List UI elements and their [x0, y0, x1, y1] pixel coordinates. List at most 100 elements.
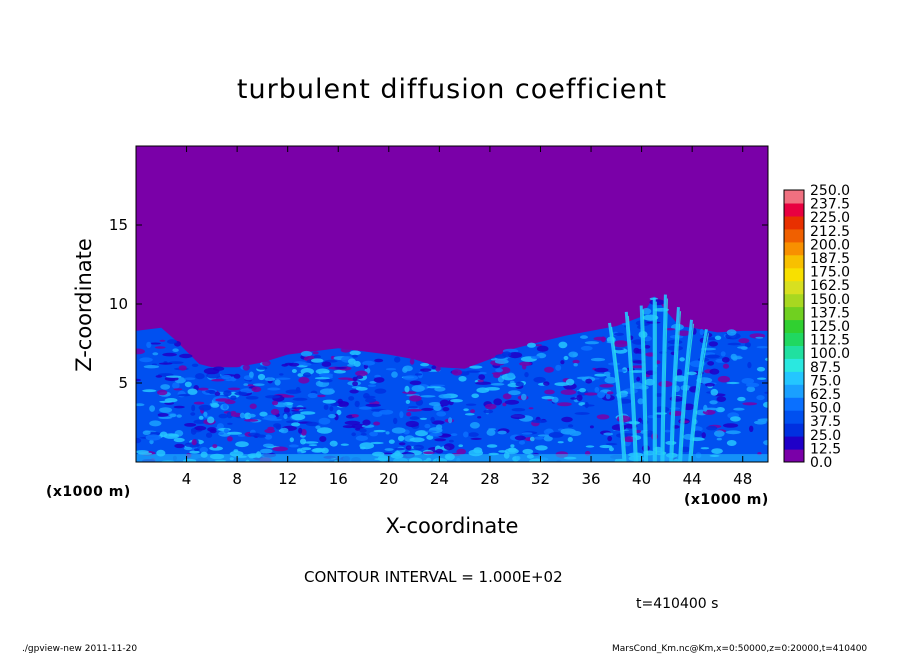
- field-blob: [348, 358, 356, 365]
- field-blob: [703, 404, 708, 412]
- contour-interval-text: CONTOUR INTERVAL = 1.000E+02: [304, 568, 563, 586]
- colorbar-label: 62.5: [810, 387, 841, 403]
- field-blob: [340, 443, 349, 446]
- field-blob: [638, 417, 642, 423]
- field-blob: [606, 391, 614, 395]
- field-blob: [152, 352, 159, 356]
- field-blob: [544, 389, 555, 395]
- field-blob: [733, 407, 745, 411]
- field-blob: [292, 397, 308, 401]
- field-blob: [311, 448, 324, 453]
- field-blob: [227, 422, 233, 425]
- field-blob: [744, 342, 752, 348]
- field-blob: [369, 431, 378, 437]
- field-blob: [351, 414, 359, 418]
- field-blob: [656, 360, 661, 364]
- field-blob: [342, 425, 356, 429]
- field-blob: [234, 391, 248, 396]
- field-blob: [212, 444, 218, 449]
- field-blob: [329, 440, 338, 447]
- field-blob: [589, 425, 594, 429]
- field-blob: [340, 347, 351, 353]
- field-blob: [369, 381, 377, 384]
- field-blob: [351, 423, 367, 429]
- field-blob: [311, 358, 324, 363]
- field-blob: [521, 432, 533, 435]
- field-blob: [456, 448, 467, 455]
- field-blob: [557, 402, 572, 407]
- field-blob: [359, 428, 367, 433]
- field-blob: [160, 384, 171, 390]
- colorbar-label: 87.5: [810, 360, 841, 376]
- field-blob: [405, 399, 411, 404]
- field-blob: [397, 435, 405, 442]
- field-blob: [426, 386, 442, 389]
- field-blob: [177, 394, 191, 397]
- field-blob: [543, 381, 550, 386]
- field-blob: [434, 438, 447, 442]
- field-blob: [314, 377, 330, 380]
- footer-right-text: MarsCond_Km.nc@Km,x=0:50000,z=0:20000,t=…: [612, 644, 868, 654]
- colorbar-label: 12.5: [810, 441, 841, 457]
- field-blob: [227, 387, 241, 391]
- field-blob: [563, 355, 569, 361]
- field-blob: [349, 389, 359, 394]
- field-blob: [262, 443, 274, 448]
- field-blob: [355, 435, 368, 442]
- field-blob: [730, 416, 741, 422]
- field-blob: [708, 341, 718, 347]
- colorbar-swatch: [784, 190, 804, 204]
- field-blob: [714, 335, 722, 340]
- field-blob: [406, 412, 412, 417]
- field-blob: [391, 371, 398, 378]
- field-blob: [590, 357, 606, 362]
- field-blob: [636, 376, 641, 382]
- field-blob: [664, 429, 671, 433]
- field-blob: [470, 409, 476, 414]
- field-blob: [737, 396, 746, 402]
- field-blob: [599, 384, 614, 388]
- field-blob: [259, 411, 268, 417]
- field-blob: [184, 423, 197, 427]
- field-blob: [300, 350, 313, 357]
- field-blob: [485, 403, 497, 410]
- field-blob: [524, 372, 529, 378]
- field-blob: [430, 416, 435, 423]
- x-tick-label: 24: [430, 470, 449, 488]
- x-tick-label: 28: [480, 470, 499, 488]
- field-blob: [531, 419, 548, 424]
- colorbar-label: 125.0: [810, 319, 850, 335]
- field-blob: [727, 342, 742, 346]
- field-blob: [511, 408, 526, 412]
- field-blob: [468, 432, 479, 437]
- field-blob: [288, 444, 299, 448]
- field-blob: [497, 430, 507, 435]
- field-blob: [450, 433, 458, 436]
- field-blob: [206, 432, 213, 438]
- field-blob: [169, 413, 177, 418]
- field-blob: [411, 385, 425, 392]
- field-blob: [172, 382, 180, 389]
- field-blob: [558, 341, 568, 349]
- field-blob: [458, 376, 467, 382]
- field-blob: [413, 444, 425, 451]
- x-axis-label-text: X-coordinate: [385, 514, 519, 538]
- field-blob: [560, 428, 576, 435]
- field-group: [136, 294, 768, 462]
- field-blob: [373, 377, 385, 383]
- field-blob: [608, 447, 614, 452]
- field-blob: [604, 376, 617, 384]
- field-blob: [686, 371, 697, 376]
- field-blob: [491, 372, 506, 375]
- field-blob: [469, 422, 480, 429]
- field-blob: [257, 373, 266, 381]
- field-blob: [502, 393, 512, 400]
- colorbar-label: 50.0: [810, 401, 841, 417]
- field-blob: [248, 432, 261, 437]
- field-blob: [723, 423, 739, 428]
- field-blob: [585, 445, 595, 448]
- field-blob: [298, 377, 310, 384]
- field-blob: [436, 411, 447, 417]
- field-blob: [239, 412, 245, 419]
- field-blob: [548, 432, 564, 438]
